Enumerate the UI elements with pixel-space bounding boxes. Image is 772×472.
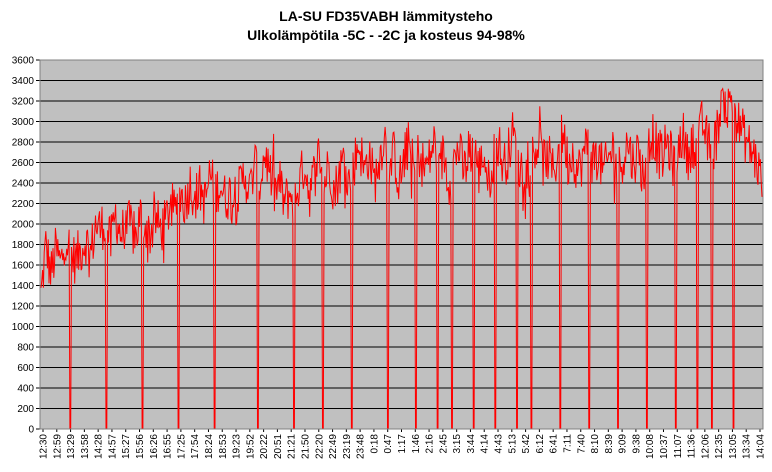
x-tick-label: 11:36 xyxy=(687,434,698,459)
x-tick-label: 12:30 xyxy=(39,434,50,459)
x-tick-label: 13:34 xyxy=(742,434,753,459)
x-tick-label: 2:16 xyxy=(425,434,436,454)
x-tick-label: 6:41 xyxy=(549,434,560,454)
x-tick-label: 17:54 xyxy=(190,434,201,459)
y-tick-label: 1200 xyxy=(12,302,35,313)
x-tick-label: 16:26 xyxy=(149,434,160,459)
y-tick-label: 2800 xyxy=(12,138,35,149)
y-tick-label: 200 xyxy=(17,404,34,415)
x-tick-label: 15:56 xyxy=(135,434,146,459)
x-tick-label: 13:05 xyxy=(728,434,739,459)
x-tick-label: 0:47 xyxy=(383,434,394,454)
x-tick-label: 4:14 xyxy=(480,434,491,454)
x-tick-label: 2:45 xyxy=(438,434,449,454)
x-tick-label: 6:12 xyxy=(535,434,546,454)
x-tick-label: 3:44 xyxy=(466,434,477,454)
y-tick-label: 0 xyxy=(28,425,34,436)
x-tick-label: 7:40 xyxy=(576,434,587,454)
x-tick-label: 11:07 xyxy=(673,434,684,459)
y-tick-label: 2000 xyxy=(12,220,35,231)
x-tick-label: 22:20 xyxy=(314,434,325,459)
y-tick-label: 3000 xyxy=(12,117,35,128)
x-tick-label: 0:18 xyxy=(369,434,380,454)
x-tick-label: 17:25 xyxy=(176,434,187,459)
y-tick-label: 600 xyxy=(17,363,34,374)
series-line xyxy=(40,87,763,430)
x-tick-label: 1:46 xyxy=(411,434,422,454)
x-tick-label: 3:15 xyxy=(452,434,463,454)
chart-title: LA-SU FD35VABH lämmitysteho xyxy=(279,8,493,24)
x-tick-label: 12:06 xyxy=(700,434,711,459)
x-tick-label: 4:43 xyxy=(494,434,505,454)
x-tick-label: 16:55 xyxy=(163,434,174,459)
x-tick-label: 18:53 xyxy=(218,434,229,459)
x-tick-label: 23:19 xyxy=(342,434,353,459)
y-tick-label: 3200 xyxy=(12,97,35,108)
x-tick-label: 23:48 xyxy=(356,434,367,459)
x-tick-label: 5:13 xyxy=(507,434,518,454)
x-tick-label: 10:08 xyxy=(645,434,656,459)
x-tick-label: 21:50 xyxy=(300,434,311,459)
y-tick-label: 2600 xyxy=(12,158,35,169)
x-tick-label: 19:52 xyxy=(245,434,256,459)
x-tick-label: 5:42 xyxy=(521,434,532,454)
y-tick-label: 1800 xyxy=(12,240,35,251)
x-tick-label: 9:38 xyxy=(631,434,642,454)
x-tick-label: 12:59 xyxy=(52,434,63,459)
x-tick-label: 12:35 xyxy=(714,434,725,459)
chart-subtitle: Ulkolämpötila -5C - -2C ja kosteus 94-98… xyxy=(247,27,525,43)
x-tick-label: 19:23 xyxy=(232,434,243,459)
y-tick-label: 800 xyxy=(17,343,34,354)
x-axis: 12:30 12:59 13:29 13:58 14:28 14:57 15:27 15:56… xyxy=(39,429,767,459)
x-tick-label: 7:11 xyxy=(562,434,573,453)
x-tick-label: 21:21 xyxy=(287,434,298,459)
x-tick-label: 20:51 xyxy=(273,434,284,459)
x-tick-label: 9:09 xyxy=(618,434,629,454)
series-layer xyxy=(40,87,763,430)
plot-border xyxy=(39,59,764,430)
y-tick-label: 2400 xyxy=(12,179,35,190)
y-tick-label: 1600 xyxy=(12,261,35,272)
y-tick-label: 3600 xyxy=(12,56,35,67)
y-tick-label: 3400 xyxy=(12,76,35,87)
x-tick-label: 8:39 xyxy=(604,434,615,454)
x-tick-label: 18:24 xyxy=(204,434,215,459)
x-tick-label: 1:17 xyxy=(397,434,408,454)
y-tick-label: 400 xyxy=(17,384,34,395)
y-tick-label: 1400 xyxy=(12,281,35,292)
x-tick-label: 13:58 xyxy=(80,434,91,459)
x-tick-label: 10:37 xyxy=(659,434,670,459)
x-tick-label: 20:22 xyxy=(259,434,270,459)
x-tick-label: 15:27 xyxy=(121,434,132,459)
x-tick-label: 14:04 xyxy=(756,434,767,459)
y-tick-label: 2200 xyxy=(12,199,35,210)
x-tick-label: 14:57 xyxy=(107,434,118,459)
x-tick-label: 14:28 xyxy=(94,434,105,459)
x-tick-label: 22:49 xyxy=(328,434,339,459)
x-tick-label: 13:29 xyxy=(66,434,77,459)
y-tick-label: 1000 xyxy=(12,322,35,333)
x-tick-label: 8:10 xyxy=(590,434,601,454)
y-axis: 0 200 400 600 800 1000 1200 1400 1600 1800 2000 220… xyxy=(12,56,40,436)
